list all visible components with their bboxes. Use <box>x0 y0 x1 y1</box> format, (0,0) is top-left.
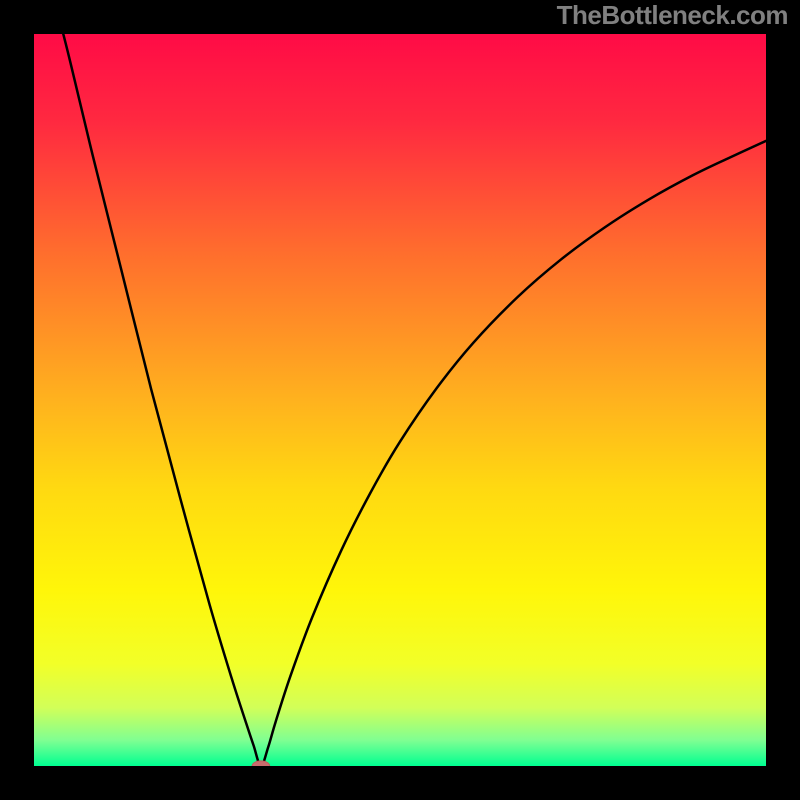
watermark-text: TheBottleneck.com <box>557 0 788 31</box>
chart-canvas: TheBottleneck.com <box>0 0 800 800</box>
chart-plot-background <box>34 34 766 766</box>
bottleneck-chart-svg <box>0 0 800 800</box>
